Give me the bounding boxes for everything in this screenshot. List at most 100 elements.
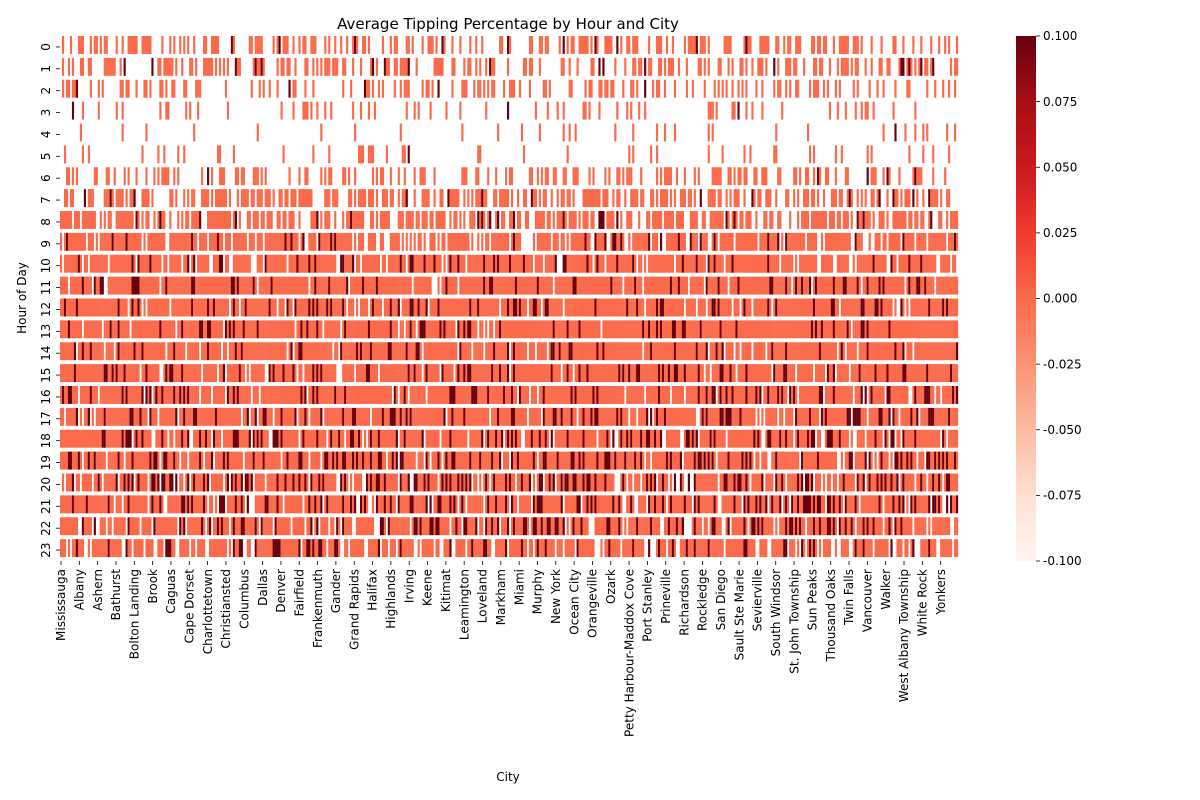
heatmap-cell [733, 167, 736, 186]
heatmap-cell [693, 254, 696, 273]
heatmap-cell [203, 36, 206, 54]
heatmap-cell [509, 167, 512, 186]
heatmap-cell [87, 364, 90, 383]
heatmap-cell [866, 298, 869, 317]
heatmap-cell [441, 407, 444, 426]
heatmap-cell [195, 320, 198, 339]
heatmap-cell [572, 36, 575, 54]
heatmap-cell [701, 36, 704, 54]
heatmap-cell [135, 167, 138, 186]
heatmap-cell [630, 276, 633, 295]
heatmap-cell [157, 57, 160, 76]
heatmap-cell [809, 232, 812, 251]
heatmap-cell [673, 298, 677, 317]
heatmap-cell [892, 386, 895, 404]
heatmap-cell [493, 407, 496, 426]
heatmap-cell [548, 342, 551, 361]
heatmap-cell [493, 298, 496, 317]
heatmap-cell [568, 342, 571, 361]
heatmap-cell [719, 298, 722, 317]
heatmap-cell [131, 320, 134, 339]
heatmap-cell [930, 36, 933, 54]
heatmap-cell [127, 364, 130, 383]
heatmap-cell [888, 320, 891, 339]
heatmap-cell [461, 123, 464, 142]
heatmap-cell [777, 342, 780, 361]
heatmap-cell [163, 232, 166, 251]
heatmap-cell [890, 386, 893, 404]
heatmap-cell [304, 298, 307, 317]
heatmap-cell [753, 254, 756, 273]
heatmap-cell [944, 232, 947, 251]
heatmap-cell [679, 232, 682, 251]
heatmap-cell [640, 320, 643, 339]
heatmap-cell [638, 298, 641, 317]
heatmap-cell [656, 298, 659, 317]
heatmap-cell [346, 232, 349, 251]
heatmap-cell [177, 342, 180, 361]
heatmap-cell [439, 342, 442, 361]
heatmap-cell [812, 298, 816, 317]
heatmap-cell [143, 320, 146, 339]
heatmap-cell [411, 36, 414, 54]
heatmap-cell [463, 232, 466, 251]
heatmap-cell [745, 342, 748, 361]
heatmap-cell [659, 407, 663, 426]
heatmap-cell [630, 320, 633, 339]
heatmap-cell [634, 57, 637, 76]
heatmap-cell [439, 298, 442, 317]
heatmap-cell [234, 320, 237, 339]
heatmap-cell [858, 342, 861, 361]
heatmap-cell [620, 320, 623, 339]
heatmap-cell [693, 386, 696, 404]
heatmap-cell [624, 254, 627, 273]
heatmap-cell [266, 320, 269, 339]
heatmap-cell [296, 342, 299, 361]
heatmap-cell [276, 342, 279, 361]
heatmap-cell [471, 298, 474, 317]
heatmap-cell [69, 364, 73, 383]
heatmap-cell [133, 364, 136, 383]
heatmap-cell [759, 254, 762, 273]
heatmap-cell [453, 57, 456, 76]
heatmap-cell [870, 276, 873, 295]
heatmap-cell [638, 276, 641, 295]
heatmap-cell [624, 407, 627, 426]
heatmap-cell [218, 407, 222, 426]
heatmap-cell [503, 298, 506, 317]
heatmap-cell [743, 232, 746, 251]
heatmap-cell [147, 386, 150, 404]
heatmap-cell [954, 342, 957, 361]
heatmap-cell [113, 386, 116, 404]
heatmap-cell [791, 386, 794, 404]
heatmap-cell [642, 364, 645, 383]
heatmap-cell [413, 276, 416, 295]
heatmap-cell [576, 57, 579, 76]
heatmap-cell [675, 276, 679, 295]
heatmap-cell [312, 232, 315, 251]
heatmap-cell [493, 57, 496, 76]
heatmap-cell [510, 254, 514, 273]
heatmap-cell [463, 276, 466, 295]
heatmap-cell [679, 298, 682, 317]
heatmap-cell [306, 342, 309, 361]
heatmap-cell [69, 232, 73, 251]
heatmap-cell [894, 36, 897, 54]
heatmap-cell [393, 276, 396, 295]
heatmap-cell [779, 320, 782, 339]
heatmap-cell [365, 79, 369, 98]
heatmap-cell [328, 298, 331, 317]
heatmap-cell [608, 342, 611, 361]
heatmap-cell [344, 276, 347, 295]
heatmap-cell [264, 298, 267, 317]
heatmap-cell [514, 342, 518, 361]
heatmap-cell [222, 386, 226, 404]
heatmap-cell [121, 342, 124, 361]
heatmap-cell [187, 407, 190, 426]
heatmap-cell [729, 342, 732, 361]
heatmap-cell [632, 79, 635, 98]
heatmap-cell [93, 211, 96, 229]
heatmap-cell [246, 342, 249, 361]
heatmap-cell [85, 386, 88, 404]
heatmap-cell [187, 386, 190, 404]
